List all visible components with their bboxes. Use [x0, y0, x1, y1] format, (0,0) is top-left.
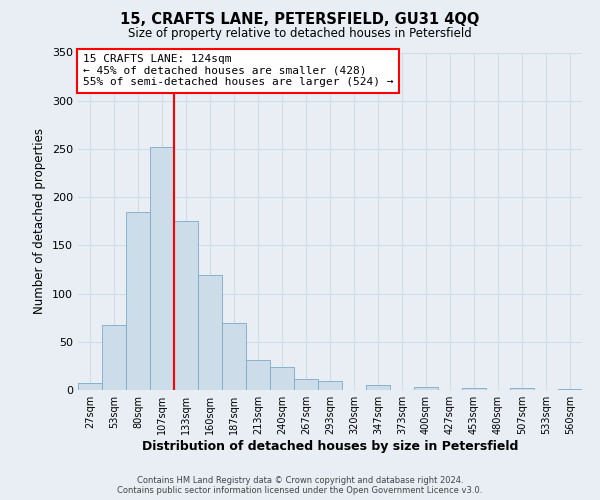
Text: Contains HM Land Registry data © Crown copyright and database right 2024.
Contai: Contains HM Land Registry data © Crown c… [118, 476, 482, 495]
Bar [462, 388, 486, 390]
X-axis label: Distribution of detached houses by size in Petersfield: Distribution of detached houses by size … [142, 440, 518, 453]
Bar [270, 367, 294, 390]
Text: 15 CRAFTS LANE: 124sqm
← 45% of detached houses are smaller (428)
55% of semi-de: 15 CRAFTS LANE: 124sqm ← 45% of detached… [83, 54, 394, 88]
Bar [102, 326, 126, 390]
Bar [174, 221, 198, 390]
Bar [198, 275, 222, 390]
Bar [294, 380, 318, 390]
Bar [558, 389, 582, 390]
Bar [126, 212, 150, 390]
Y-axis label: Number of detached properties: Number of detached properties [34, 128, 46, 314]
Bar [78, 383, 102, 390]
Bar [414, 387, 438, 390]
Bar [222, 322, 246, 390]
Bar [246, 360, 270, 390]
Bar [510, 388, 534, 390]
Bar [150, 147, 174, 390]
Bar [318, 382, 342, 390]
Text: 15, CRAFTS LANE, PETERSFIELD, GU31 4QQ: 15, CRAFTS LANE, PETERSFIELD, GU31 4QQ [121, 12, 479, 28]
Text: Size of property relative to detached houses in Petersfield: Size of property relative to detached ho… [128, 28, 472, 40]
Bar [366, 385, 390, 390]
